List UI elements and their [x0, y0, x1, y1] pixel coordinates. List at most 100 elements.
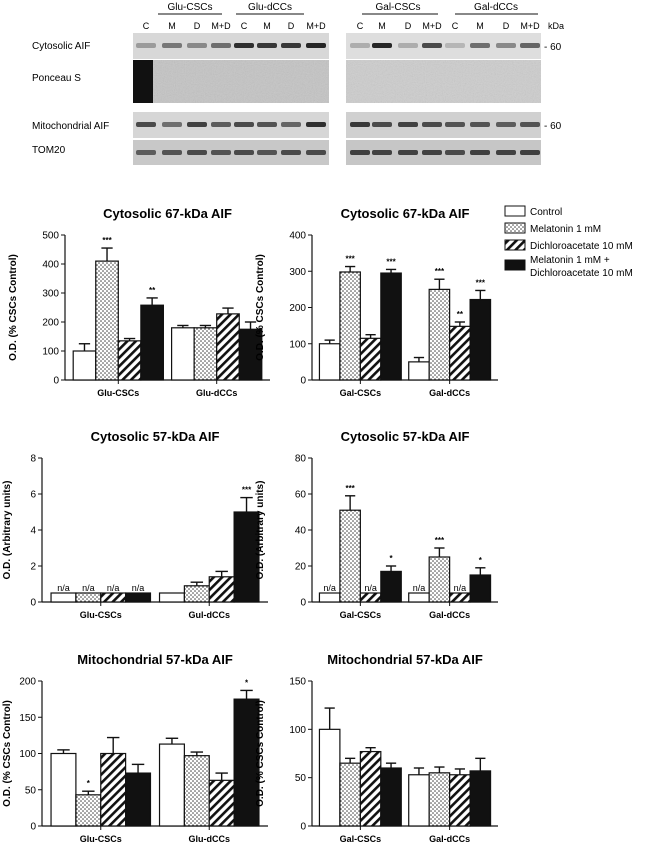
y-tick-label: 200 — [42, 318, 59, 329]
y-tick-label: 50 — [25, 785, 37, 796]
bar — [408, 592, 430, 603]
y-axis-label: O.D. (% CSCs Control) — [8, 254, 19, 361]
blot-band — [211, 122, 231, 127]
x-tick-label: Gal-dCCs — [429, 388, 470, 398]
lane-label: C — [241, 21, 248, 31]
y-tick-label: 0 — [30, 822, 36, 833]
na-label: n/a — [454, 583, 467, 593]
blot-band — [470, 122, 490, 127]
legend-label: Dichloroacetate 10 mM — [530, 268, 633, 279]
blot-row-label: TOM20 — [32, 145, 66, 156]
blot-band — [350, 150, 370, 155]
blot-group-label: Gal-dCCs — [474, 2, 518, 13]
blot-band — [422, 43, 442, 48]
lane-label: D — [194, 21, 201, 31]
bar — [117, 340, 142, 381]
blot-band — [187, 43, 207, 48]
y-tick-label: 0 — [300, 822, 306, 833]
bar — [208, 779, 235, 827]
blot-band — [162, 150, 182, 155]
chart-4: Cytosolic 57-kDa AIF O.D. (Arbitrary unit… — [255, 429, 498, 620]
legend-label: Dichloroacetate 10 mM — [530, 241, 633, 252]
bar — [100, 592, 127, 603]
significance-label: *** — [242, 486, 252, 495]
significance-label: *** — [345, 255, 355, 264]
blot-bands — [136, 43, 540, 155]
bar — [339, 271, 361, 381]
blot-row-label: Cytosolic AIF — [32, 41, 90, 52]
lane-label: D — [405, 21, 412, 31]
chart-title: Cytosolic 67-kDa AIF — [103, 206, 232, 221]
blot-band — [281, 150, 301, 155]
bar — [428, 556, 451, 603]
bar — [183, 755, 210, 827]
bar — [95, 260, 119, 381]
lane-label: M+D — [306, 21, 326, 31]
lane-label: M+D — [422, 21, 442, 31]
legend-label: Control — [530, 207, 562, 218]
x-tick-label: Gal-dCCs — [429, 610, 470, 620]
significance-label: *** — [476, 278, 486, 287]
bar — [380, 272, 402, 381]
legend-label: Melatonin 1 mM + — [530, 255, 610, 266]
y-tick-label: 6 — [30, 490, 36, 501]
blot-band — [136, 43, 156, 48]
significance-label: *** — [386, 257, 396, 266]
y-tick-label: 500 — [42, 231, 59, 242]
bar — [216, 313, 240, 381]
y-axis-label: O.D. (% CSCs Control) — [2, 700, 13, 807]
bar — [318, 728, 341, 827]
chart-title: Cytosolic 57-kDa AIF — [341, 429, 470, 444]
blot-row-label: Mitochondrial AIF — [32, 121, 109, 132]
blot-band — [496, 150, 516, 155]
blot-band — [372, 43, 392, 48]
kda-marker-60: - 60 — [544, 42, 562, 53]
chart-6: Mitochondrial 57-kDa AIF O.D. (% CSCs Con… — [255, 652, 498, 844]
blot-band — [398, 150, 418, 155]
y-tick-label: 60 — [295, 490, 307, 501]
bar — [171, 327, 195, 381]
lane-label: M+D — [520, 21, 540, 31]
blot-band — [234, 122, 254, 127]
lane-label: M — [476, 21, 484, 31]
y-tick-label: 300 — [42, 289, 59, 300]
lane-label: C — [452, 21, 459, 31]
chart-title: Cytosolic 67-kDa AIF — [341, 206, 470, 221]
y-tick-label: 80 — [295, 454, 307, 465]
blot-group-label: Glu-CSCs — [167, 2, 212, 13]
blot-band — [187, 122, 207, 127]
blot-band — [257, 43, 277, 48]
legend: Control Melatonin 1 mM Dichloroacetate 1… — [504, 205, 633, 279]
bar — [208, 576, 235, 603]
lane-label: D — [288, 21, 295, 31]
x-tick-label: Gal-CSCs — [340, 388, 382, 398]
blot-band — [372, 150, 392, 155]
chart-3: Cytosolic 57-kDa AIF O.D. (Arbitrary unit… — [2, 429, 268, 620]
blot-band — [445, 122, 465, 127]
significance-label: * — [389, 554, 393, 563]
blot-band — [306, 122, 326, 127]
chart-5: Mitochondrial 57-kDa AIF O.D. (% CSCs Con… — [2, 652, 268, 844]
blot-band — [470, 43, 490, 48]
bar — [469, 574, 492, 603]
y-tick-label: 50 — [295, 773, 307, 784]
legend-swatch-melatonin — [504, 222, 526, 234]
legend-swatch-dichloroacetate — [504, 239, 526, 251]
y-tick-label: 300 — [289, 267, 306, 278]
x-tick-label: Gul-dCCs — [188, 610, 230, 620]
bar — [359, 337, 382, 381]
blot-band — [520, 122, 540, 127]
chart-2: Cytosolic 67-kDa AIF O.D. (% CSCs Control… — [255, 206, 498, 398]
x-tick-label: Gal-dCCs — [429, 834, 470, 844]
blot-band — [211, 43, 231, 48]
blot-band — [496, 43, 516, 48]
bar — [72, 350, 97, 381]
y-tick-label: 0 — [30, 598, 36, 609]
bar — [380, 767, 402, 827]
chart-title: Cytosolic 57-kDa AIF — [91, 429, 220, 444]
x-tick-label: Gal-CSCs — [340, 834, 382, 844]
bar — [359, 592, 382, 603]
y-tick-label: 400 — [42, 260, 59, 271]
blot-band — [162, 43, 182, 48]
bar — [449, 592, 471, 603]
